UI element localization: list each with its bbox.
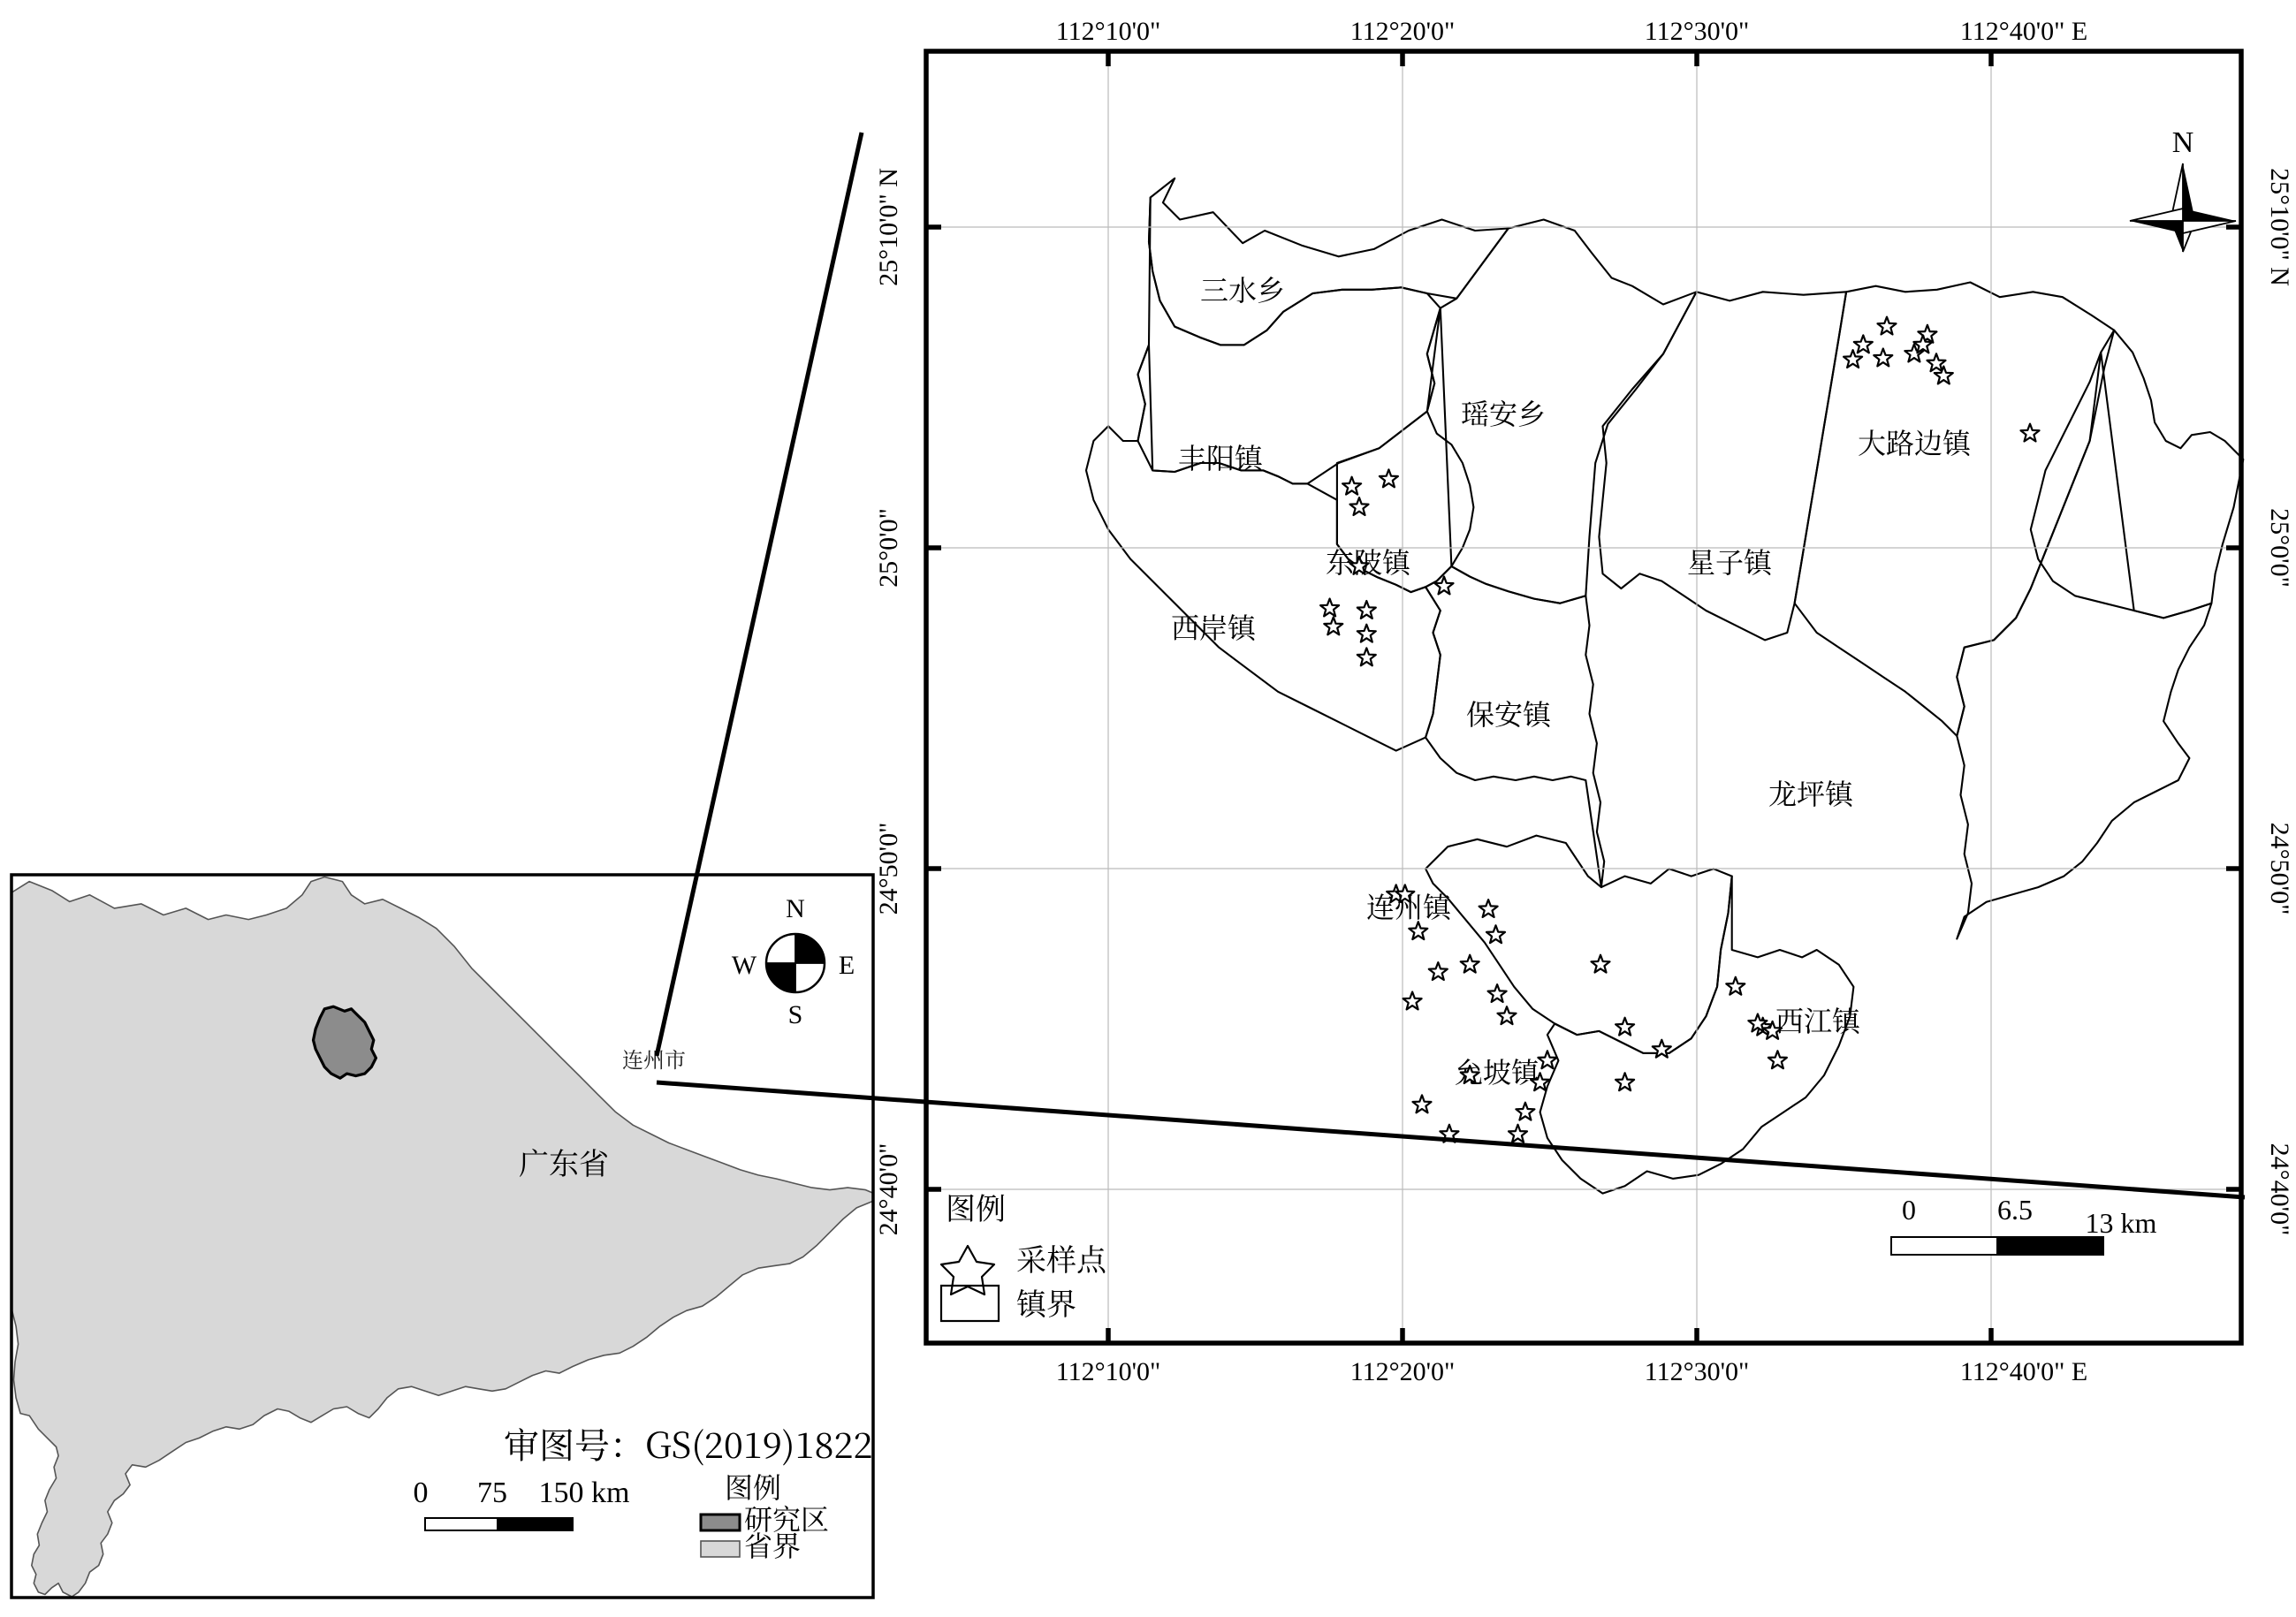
svg-text:112°20'0": 112°20'0" [1350, 17, 1456, 46]
svg-text:6.5: 6.5 [1997, 1194, 2033, 1226]
svg-text:25°10'0" N: 25°10'0" N [2265, 168, 2294, 286]
svg-text:25°10'0" N: 25°10'0" N [874, 168, 903, 286]
svg-text:112°40'0" E: 112°40'0" E [1960, 1357, 2087, 1386]
svg-text:0: 0 [414, 1477, 429, 1509]
svg-text:采样点: 采样点 [1016, 1236, 1107, 1279]
svg-text:东陂镇: 东陂镇 [1326, 541, 1412, 581]
svg-text:瑶安乡: 瑶安乡 [1461, 392, 1546, 433]
svg-text:24°50'0": 24°50'0" [874, 823, 903, 915]
svg-text:西江镇: 西江镇 [1775, 999, 1862, 1040]
svg-text:大路边镇: 大路边镇 [1858, 421, 1973, 462]
svg-text:24°40'0": 24°40'0" [2265, 1143, 2294, 1236]
svg-text:三水乡: 三水乡 [1200, 269, 1285, 309]
svg-text:0: 0 [1902, 1194, 1916, 1226]
svg-text:112°10'0": 112°10'0" [1056, 1357, 1161, 1386]
svg-text:112°20'0": 112°20'0" [1350, 1357, 1456, 1386]
svg-text:25°0'0": 25°0'0" [2265, 508, 2294, 588]
svg-text:25°0'0": 25°0'0" [874, 508, 903, 588]
svg-text:75: 75 [477, 1477, 507, 1509]
svg-text:星子镇: 星子镇 [1687, 541, 1774, 581]
svg-text:150 km: 150 km [539, 1477, 630, 1509]
svg-text:图例: 图例 [946, 1185, 1006, 1228]
svg-text:广东省: 广东省 [519, 1140, 609, 1183]
svg-text:24°50'0": 24°50'0" [2265, 823, 2294, 915]
svg-text:N: N [786, 894, 805, 923]
svg-text:S: S [788, 1000, 803, 1029]
svg-text:保安镇: 保安镇 [1466, 693, 1553, 733]
svg-text:W: W [732, 951, 757, 980]
svg-text:西岸镇: 西岸镇 [1171, 606, 1258, 647]
svg-text:连州市: 连州市 [622, 1043, 686, 1074]
svg-text:13 km: 13 km [2086, 1207, 2157, 1239]
svg-text:审图号：GS(2019)1822: 审图号：GS(2019)1822 [504, 1418, 872, 1469]
svg-text:龙坪镇: 龙坪镇 [1768, 772, 1855, 813]
svg-text:镇界: 镇界 [1016, 1280, 1076, 1324]
svg-text:N: N [2172, 126, 2194, 159]
svg-text:E: E [839, 951, 855, 980]
svg-text:24°40'0": 24°40'0" [874, 1143, 903, 1236]
svg-text:112°40'0" E: 112°40'0" E [1960, 17, 2087, 46]
svg-text:112°30'0": 112°30'0" [1645, 17, 1750, 46]
svg-text:丰阳镇: 丰阳镇 [1178, 437, 1265, 477]
svg-text:省界: 省界 [744, 1524, 801, 1565]
svg-text:112°30'0": 112°30'0" [1645, 1357, 1750, 1386]
svg-text:112°10'0": 112°10'0" [1056, 17, 1161, 46]
